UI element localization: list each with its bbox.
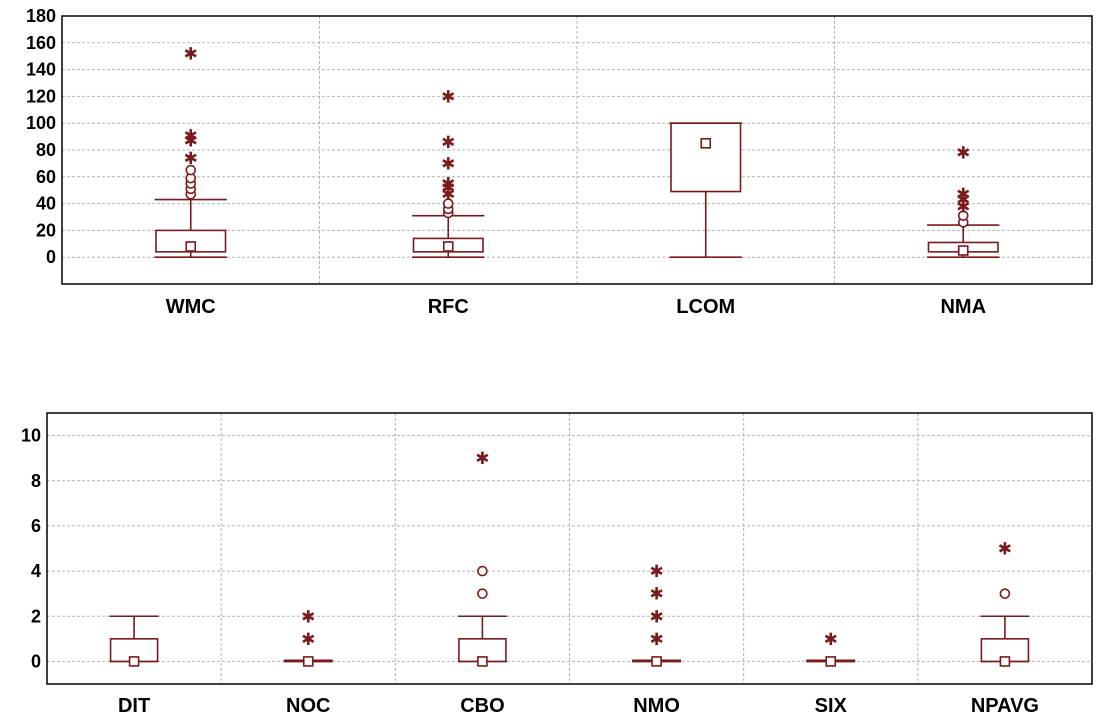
y-tick-label: 10 bbox=[21, 426, 41, 446]
y-tick-label: 60 bbox=[36, 167, 56, 187]
median-marker bbox=[128, 656, 140, 667]
extreme-point: ✱ bbox=[441, 87, 455, 107]
extreme-point: ✱ bbox=[649, 607, 663, 627]
extreme-point: ✱ bbox=[441, 133, 455, 153]
y-tick-label: 180 bbox=[26, 6, 56, 26]
plot-frame bbox=[46, 412, 1093, 685]
median-marker bbox=[442, 241, 454, 252]
category-label: LCOM bbox=[676, 296, 735, 318]
outlier-point bbox=[442, 198, 454, 209]
median-marker bbox=[651, 656, 662, 667]
category-label: NMA bbox=[940, 296, 986, 318]
box-six: ✱ bbox=[806, 630, 856, 667]
extreme-point: ✱ bbox=[649, 630, 663, 650]
median-marker bbox=[825, 656, 837, 667]
extreme-point: ✱ bbox=[301, 607, 315, 627]
y-tick-label: 4 bbox=[31, 561, 41, 581]
extreme-point: ✱ bbox=[441, 179, 455, 199]
extreme-point: ✱ bbox=[441, 185, 455, 205]
category-label: NMO bbox=[633, 695, 680, 716]
extreme-point: ✱ bbox=[184, 132, 198, 152]
category-label: SIX bbox=[815, 695, 848, 716]
outlier-point bbox=[477, 588, 488, 599]
extreme-point: ✱ bbox=[956, 185, 970, 205]
iqr-box bbox=[670, 122, 742, 193]
extreme-point: ✱ bbox=[998, 540, 1012, 560]
extreme-point: ✱ bbox=[301, 630, 315, 650]
category-label: DIT bbox=[118, 695, 150, 716]
median-marker bbox=[302, 656, 314, 667]
extreme-point: ✱ bbox=[441, 154, 455, 174]
category-label: NPAVG bbox=[971, 695, 1039, 716]
box-npavg: ✱ bbox=[980, 540, 1030, 667]
y-tick-label: 120 bbox=[26, 86, 56, 106]
median-marker bbox=[700, 138, 712, 149]
y-tick-label: 20 bbox=[36, 220, 56, 240]
extreme-point: ✱ bbox=[956, 197, 970, 217]
top-boxplot-panel: 020406080100120140160180✱✱✱✱WMC✱✱✱✱✱✱RFC… bbox=[26, 6, 1093, 318]
y-tick-label: 2 bbox=[31, 606, 41, 626]
outlier-point bbox=[185, 164, 197, 176]
y-tick-label: 100 bbox=[26, 113, 56, 133]
y-tick-label: 0 bbox=[46, 247, 56, 267]
box-lcom bbox=[669, 122, 742, 259]
outlier-point bbox=[477, 565, 488, 577]
extreme-point: ✱ bbox=[956, 191, 970, 211]
box-nmo: ✱✱✱✱ bbox=[632, 562, 682, 667]
median-marker bbox=[957, 245, 969, 256]
box-noc: ✱✱ bbox=[283, 607, 333, 667]
category-label: CBO bbox=[460, 695, 504, 716]
plot-frame bbox=[61, 15, 1093, 285]
box-cbo: ✱ bbox=[457, 449, 507, 667]
outlier-point bbox=[957, 210, 969, 221]
extreme-point: ✱ bbox=[441, 175, 455, 195]
extreme-point: ✱ bbox=[956, 144, 970, 164]
category-label: NOC bbox=[286, 695, 330, 716]
extreme-point: ✱ bbox=[649, 585, 663, 605]
median-marker bbox=[477, 656, 488, 667]
extreme-point: ✱ bbox=[184, 45, 198, 65]
extreme-point: ✱ bbox=[184, 126, 198, 146]
outlier-point bbox=[999, 588, 1011, 599]
y-tick-label: 40 bbox=[36, 194, 56, 214]
extreme-point: ✱ bbox=[824, 630, 838, 650]
iqr-box bbox=[155, 229, 227, 253]
y-tick-label: 6 bbox=[31, 516, 41, 536]
median-marker bbox=[185, 241, 197, 252]
box-nma: ✱✱✱✱ bbox=[927, 144, 1000, 259]
y-tick-label: 160 bbox=[26, 33, 56, 53]
box-rfc: ✱✱✱✱✱✱ bbox=[412, 87, 485, 259]
box-dit bbox=[109, 615, 159, 667]
extreme-point: ✱ bbox=[184, 149, 198, 169]
y-tick-label: 80 bbox=[36, 140, 56, 160]
extreme-point: ✱ bbox=[649, 562, 663, 582]
category-label: RFC bbox=[428, 296, 469, 318]
category-label: WMC bbox=[166, 296, 216, 318]
y-tick-label: 140 bbox=[26, 60, 56, 80]
median-marker bbox=[999, 656, 1011, 667]
y-tick-label: 0 bbox=[31, 651, 41, 671]
box-wmc: ✱✱✱✱ bbox=[154, 45, 227, 259]
extreme-point: ✱ bbox=[475, 449, 489, 469]
y-tick-label: 8 bbox=[31, 471, 41, 491]
